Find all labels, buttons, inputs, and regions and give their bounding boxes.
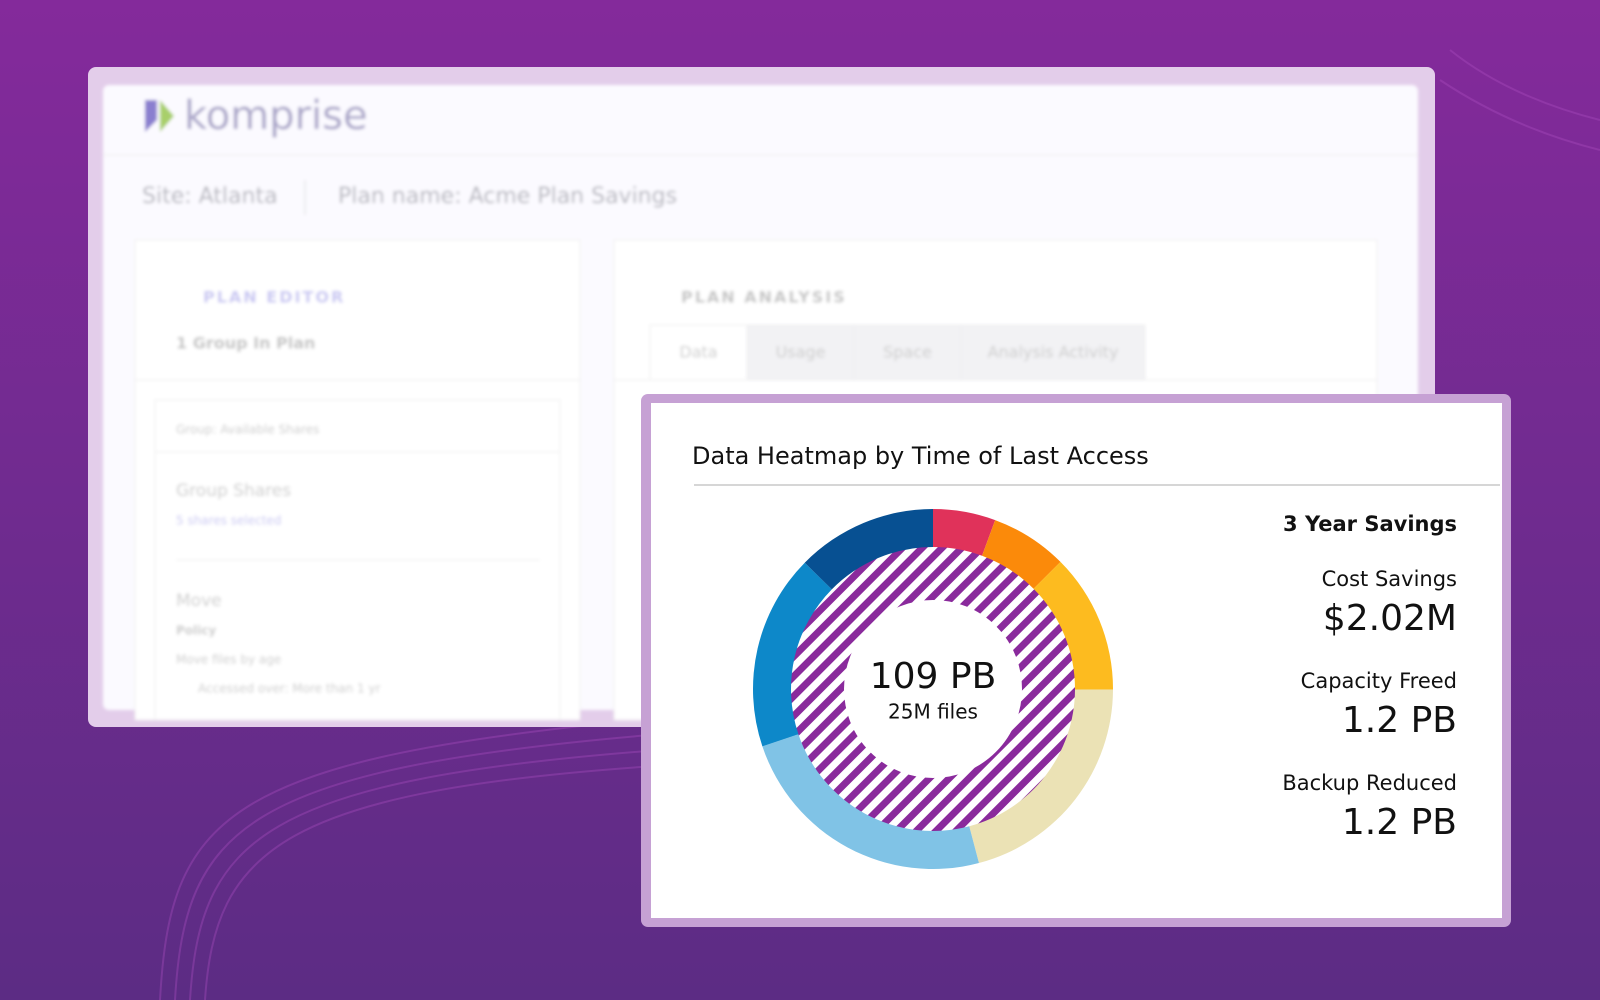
savings-label: Backup Reduced: [1282, 771, 1457, 795]
shares-selected: 5 shares selected: [176, 514, 281, 528]
donut-segment: [969, 689, 1113, 864]
savings-value: $2.02M: [1323, 598, 1457, 639]
analysis-title: PLAN ANALYSIS: [681, 288, 847, 307]
tab: [960, 324, 1146, 381]
savings-label: Cost Savings: [1322, 567, 1457, 591]
hatch-ring: [790, 546, 1076, 832]
tab: [746, 324, 855, 381]
move: Move: [176, 591, 222, 611]
shares-title: Group Shares: [176, 481, 291, 501]
tab-label: Usage: [776, 343, 826, 362]
site: Site: Atlanta: [142, 184, 278, 209]
logo: komprise: [184, 93, 368, 139]
decor-waves: [159, 49, 1600, 1000]
tab-label: Data: [679, 343, 717, 362]
center-label: 25M files: [888, 700, 978, 724]
tab-label: Analysis Activity: [988, 343, 1119, 362]
policy: Policy: [176, 624, 216, 638]
donut-segment: [752, 562, 832, 747]
editor-title: PLAN EDITOR: [203, 288, 345, 307]
chart-title: Data Heatmap by Time of Last Access: [692, 442, 1149, 470]
plan-name: Plan name: Acme Plan Savings: [338, 184, 677, 209]
donut: [752, 509, 1113, 869]
savings-value: 1.2 PB: [1342, 700, 1457, 741]
group: Group: Available Shares: [176, 423, 319, 437]
accessed: Accessed over: More than 1 yr: [198, 682, 380, 696]
donut-segment: [1033, 561, 1113, 690]
center-value: 109 PB: [870, 656, 997, 697]
savings-value: 1.2 PB: [1342, 802, 1457, 843]
editor-subtitle: 1 Group In Plan: [176, 334, 315, 353]
policy-detail: Move files by age: [176, 653, 281, 667]
donut-segment: [762, 734, 979, 869]
tab: [649, 324, 748, 381]
savings-label: Capacity Freed: [1301, 669, 1457, 693]
tab-label: Space: [883, 343, 932, 362]
donut-segment: [804, 509, 933, 590]
donut-segment: [933, 509, 996, 556]
donut-segment: [982, 520, 1061, 589]
savings-title: 3 Year Savings: [1283, 512, 1457, 536]
